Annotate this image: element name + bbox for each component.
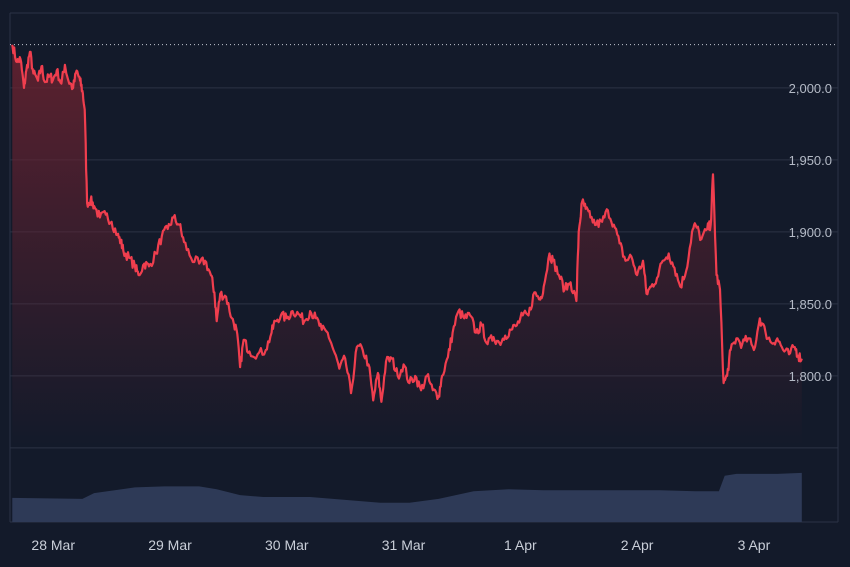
x-axis: 28 Mar 29 Mar 30 Mar 31 Mar 1 Apr 2 Apr 3 Apr	[31, 537, 770, 553]
y-tick-label: 1,900.0	[789, 225, 832, 240]
x-tick-label: 31 Mar	[382, 537, 426, 553]
price-area-fill	[12, 44, 802, 443]
x-tick-label: 3 Apr	[738, 537, 771, 553]
x-tick-label: 1 Apr	[504, 537, 537, 553]
x-tick-label: 30 Mar	[265, 537, 309, 553]
y-axis: 1,800.0 1,850.0 1,900.0 1,950.0 2,000.0	[789, 81, 832, 384]
y-tick-label: 2,000.0	[789, 81, 832, 96]
y-tick-label: 1,950.0	[789, 153, 832, 168]
price-series-line[interactable]	[11, 44, 803, 403]
x-tick-label: 2 Apr	[621, 537, 654, 553]
x-tick-label: 28 Mar	[31, 537, 75, 553]
y-tick-label: 1,850.0	[789, 297, 832, 312]
y-tick-label: 1,800.0	[789, 369, 832, 384]
x-tick-label: 29 Mar	[148, 537, 192, 553]
volume-area	[12, 472, 802, 522]
